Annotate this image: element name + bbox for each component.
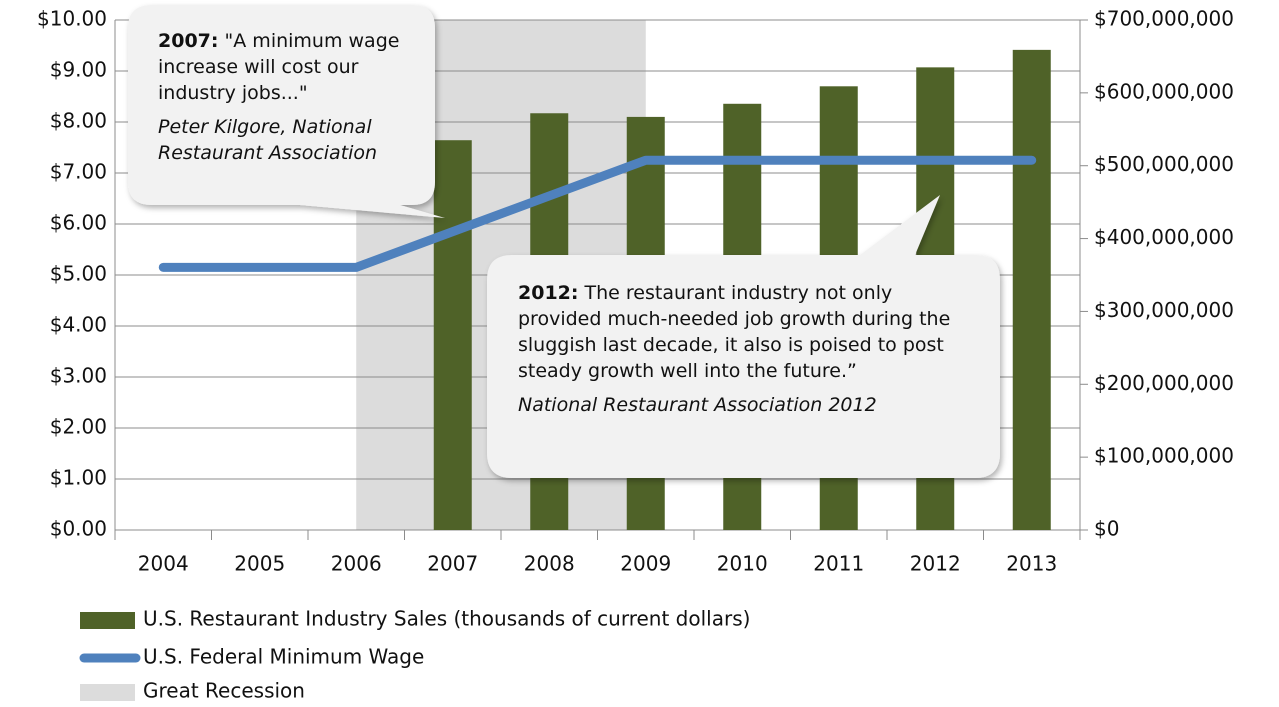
y-tick-label: $2.00	[50, 415, 107, 439]
x-tick-label: 2006	[331, 552, 382, 576]
callout-bubble	[487, 195, 1000, 478]
callout-source: National Restaurant Association 2012	[518, 394, 877, 416]
y2-tick-label: $300,000,000	[1094, 298, 1234, 322]
legend-swatch	[80, 612, 135, 629]
y-tick-label: $5.00	[50, 262, 107, 286]
y-tick-label: $3.00	[50, 364, 107, 388]
y-tick-label: $1.00	[50, 466, 107, 490]
y-tick-label: $7.00	[50, 160, 107, 184]
legend-label: Great Recession	[143, 679, 305, 703]
callout-year: 2012:	[518, 282, 579, 304]
x-tick-label: 2007	[427, 552, 478, 576]
y2-tick-label: $700,000,000	[1094, 7, 1234, 31]
y-tick-label: $0.00	[50, 517, 107, 541]
callout-quote: "A minimum wage increase will cost our i…	[158, 30, 400, 104]
y2-tick-label: $400,000,000	[1094, 225, 1234, 249]
y-tick-label: $9.00	[50, 58, 107, 82]
x-tick-label: 2005	[234, 552, 285, 576]
callout-text: 2007: "A minimum wage increase will cost…	[158, 28, 418, 166]
x-tick-label: 2011	[813, 552, 864, 576]
callout-text: 2012: The restaurant industry not only p…	[518, 280, 978, 418]
line	[158, 155, 1037, 272]
y2-tick-label: $200,000,000	[1094, 371, 1234, 395]
y-tick-label: $8.00	[50, 109, 107, 133]
y2-tick-label: $0	[1094, 517, 1119, 541]
x-tick-label: 2008	[524, 552, 575, 576]
y2-tick-label: $100,000,000	[1094, 444, 1234, 468]
callout-source: Peter Kilgore, National Restaurant Assoc…	[158, 116, 378, 164]
x-tick-label: 2010	[717, 552, 768, 576]
callout-quote: The restaurant industry not only provide…	[518, 282, 951, 382]
y-tick-label: $6.00	[50, 211, 107, 235]
callout-bubble	[128, 5, 445, 218]
y2-tick-label: $500,000,000	[1094, 152, 1234, 176]
x-tick-label: 2012	[910, 552, 961, 576]
legend-swatch	[80, 684, 135, 701]
x-tick-label: 2004	[138, 552, 189, 576]
x-tick-label: 2009	[620, 552, 671, 576]
legend-label: U.S. Restaurant Industry Sales (thousand…	[143, 607, 750, 631]
y-tick-label: $10.00	[37, 7, 107, 31]
y2-tick-label: $600,000,000	[1094, 79, 1234, 103]
y-tick-label: $4.00	[50, 313, 107, 337]
callout-year: 2007:	[158, 30, 219, 52]
legend-label: U.S. Federal Minimum Wage	[143, 645, 424, 669]
x-tick-label: 2013	[1006, 552, 1057, 576]
bar	[1012, 49, 1051, 530]
bar	[433, 140, 472, 530]
